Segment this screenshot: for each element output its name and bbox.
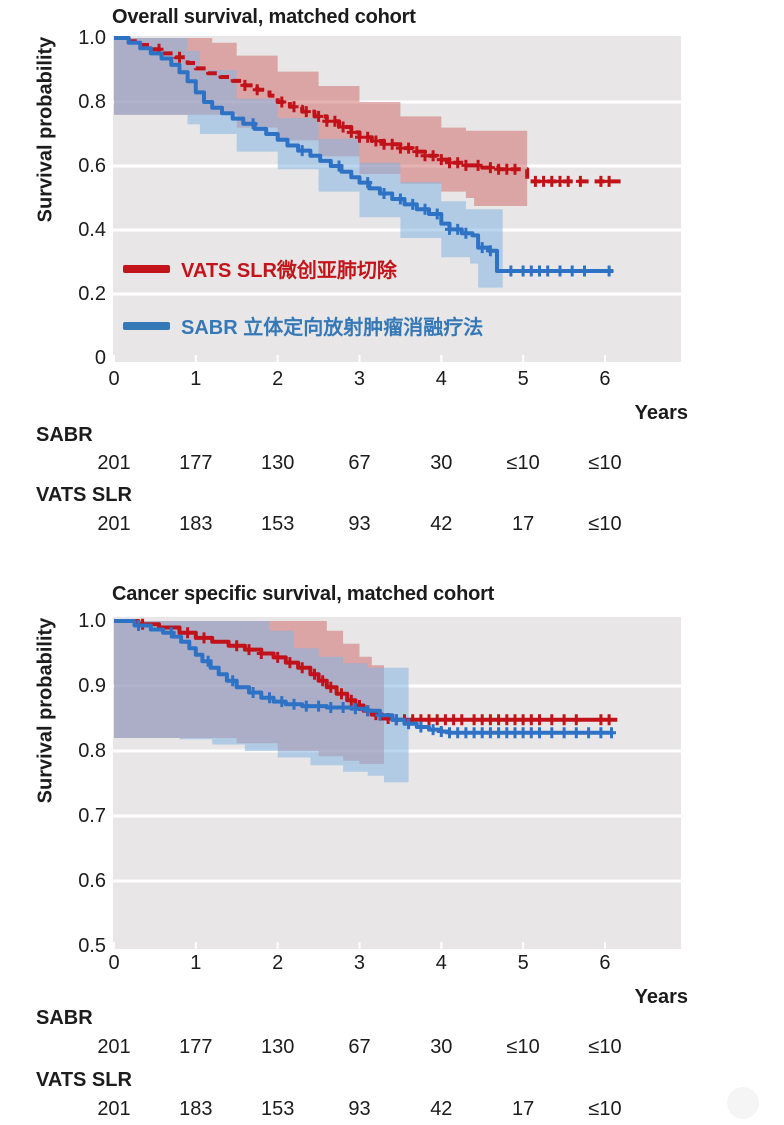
risk-count: ≤10: [506, 1036, 540, 1058]
sabr-censor-marks: [134, 620, 616, 739]
x-tick-label: 5: [517, 368, 529, 390]
risk-count: ≤10: [588, 1098, 622, 1120]
x-axis-label-overall: Years: [634, 402, 688, 424]
risk-count: 183: [179, 1098, 213, 1120]
sabr-survival-curve: [114, 36, 614, 273]
x-tick-label: 5: [517, 952, 529, 974]
risk-count: ≤10: [588, 452, 622, 474]
y-tick-label: 1.0: [78, 610, 106, 632]
legend-swatch-sabr: [123, 322, 170, 330]
risk-count: 201: [97, 1036, 131, 1058]
y-tick-label: 0: [94, 347, 106, 369]
risk-row-label: SABR: [36, 424, 93, 446]
x-tick-label: 4: [435, 952, 447, 974]
x-axis-label-cancer-specific: Years: [634, 986, 688, 1008]
x-tick-label: 3: [353, 952, 366, 974]
risk-count: 30: [430, 452, 453, 474]
risk-count: 201: [97, 1098, 131, 1120]
risk-count: 201: [97, 452, 131, 474]
risk-count: 201: [97, 513, 131, 535]
watermark-circle: [727, 1087, 759, 1119]
y-axis-label-cancer-specific: Survival probability: [34, 617, 57, 804]
y-axis-label-overall: Survival probability: [34, 36, 57, 223]
risk-count: 130: [260, 1036, 295, 1058]
legend-label-vats-slr: VATS SLR微创亚肺切除: [181, 260, 397, 282]
risk-count: 93: [348, 1098, 371, 1120]
cancer-specific-survival-title: Cancer specific survival, matched cohort: [112, 583, 495, 605]
x-tick-label: 3: [353, 368, 366, 390]
sabr-censor-marks: [248, 118, 614, 277]
x-tick-label: 1: [190, 952, 202, 974]
risk-count: 67: [348, 452, 371, 474]
risk-count: 153: [260, 513, 295, 535]
y-tick-label: 0.5: [78, 935, 106, 957]
risk-count: 17: [512, 513, 535, 535]
x-tick-label: 6: [599, 368, 611, 390]
risk-count: ≤10: [588, 1036, 622, 1058]
y-tick-label: 0.8: [78, 740, 106, 762]
risk-count: 42: [430, 1098, 453, 1120]
legend-label-sabr: SABR 立体定向放射肿瘤消融疗法: [181, 317, 484, 339]
y-tick-label: 0.6: [78, 155, 106, 177]
sabr-ci-band: [114, 621, 409, 785]
x-tick-label: 1: [190, 368, 202, 390]
x-tick-label: 6: [599, 952, 611, 974]
legend-swatch-vats-slr: [123, 265, 170, 273]
risk-row-label: VATS SLR: [36, 484, 132, 506]
risk-row-label: SABR: [36, 1007, 93, 1029]
y-tick-label: 0.8: [78, 91, 106, 113]
y-tick-label: 0.4: [78, 219, 106, 241]
y-tick-label: 0.6: [78, 870, 106, 892]
x-tick-label: 0: [108, 952, 120, 974]
risk-count: 67: [348, 1036, 371, 1058]
risk-count: 183: [179, 513, 213, 535]
risk-count: 30: [430, 1036, 453, 1058]
risk-count: ≤10: [506, 452, 540, 474]
risk-count: 42: [430, 513, 453, 535]
y-tick-label: 0.9: [78, 675, 106, 697]
y-tick-label: 0.7: [78, 805, 106, 827]
risk-count: ≤10: [588, 513, 622, 535]
risk-count: 130: [260, 452, 295, 474]
overall-survival-title: Overall survival, matched cohort: [112, 6, 416, 28]
risk-count: 153: [260, 1098, 295, 1120]
risk-count: 177: [179, 452, 213, 474]
risk-count: 93: [348, 513, 371, 535]
x-tick-label: 0: [108, 368, 120, 390]
x-tick-label: 4: [435, 368, 447, 390]
x-tick-label: 2: [272, 368, 284, 390]
risk-count: 177: [179, 1036, 213, 1058]
y-tick-label: 1.0: [78, 27, 106, 49]
x-tick-label: 2: [272, 952, 284, 974]
risk-count: 17: [512, 1098, 535, 1120]
y-tick-label: 0.2: [78, 283, 106, 305]
vats-slr-censor-marks: [154, 43, 614, 187]
risk-row-label: VATS SLR: [36, 1069, 132, 1091]
